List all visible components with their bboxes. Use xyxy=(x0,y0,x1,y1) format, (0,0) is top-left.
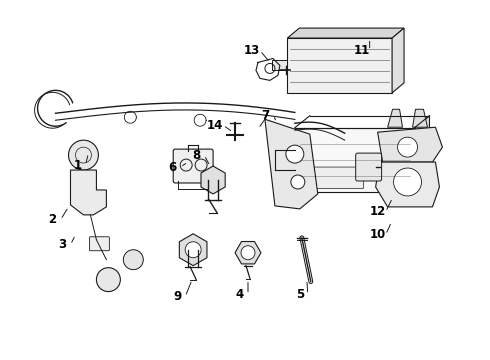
Text: 13: 13 xyxy=(244,44,260,57)
Circle shape xyxy=(286,145,304,163)
Polygon shape xyxy=(235,242,261,264)
FancyBboxPatch shape xyxy=(302,167,364,189)
Circle shape xyxy=(185,242,201,258)
Polygon shape xyxy=(287,38,392,93)
Polygon shape xyxy=(388,109,403,127)
Text: 11: 11 xyxy=(354,44,370,57)
Text: 3: 3 xyxy=(58,238,67,251)
Text: 7: 7 xyxy=(261,109,269,122)
Polygon shape xyxy=(201,166,225,194)
Polygon shape xyxy=(295,128,415,193)
Polygon shape xyxy=(272,60,287,71)
Text: 5: 5 xyxy=(296,288,304,301)
Polygon shape xyxy=(295,180,429,193)
Circle shape xyxy=(69,140,98,170)
Polygon shape xyxy=(265,119,318,209)
Polygon shape xyxy=(376,162,440,207)
Circle shape xyxy=(241,246,255,260)
Text: 9: 9 xyxy=(173,290,181,303)
Text: 4: 4 xyxy=(236,288,244,301)
Text: 6: 6 xyxy=(168,161,176,174)
Circle shape xyxy=(397,137,417,157)
Polygon shape xyxy=(415,116,429,193)
Circle shape xyxy=(393,168,421,196)
Text: 14: 14 xyxy=(207,119,223,132)
Polygon shape xyxy=(378,127,442,162)
Polygon shape xyxy=(413,109,427,127)
Polygon shape xyxy=(392,28,404,93)
FancyBboxPatch shape xyxy=(356,153,382,181)
Text: 2: 2 xyxy=(49,213,57,226)
Text: 12: 12 xyxy=(369,205,386,219)
Polygon shape xyxy=(179,234,207,266)
FancyBboxPatch shape xyxy=(90,237,109,251)
Polygon shape xyxy=(71,170,106,215)
Circle shape xyxy=(291,175,305,189)
Polygon shape xyxy=(287,28,404,38)
Text: 1: 1 xyxy=(74,158,81,172)
FancyBboxPatch shape xyxy=(173,149,213,183)
Text: 8: 8 xyxy=(192,149,200,162)
Text: 10: 10 xyxy=(369,228,386,241)
Circle shape xyxy=(123,250,143,270)
Circle shape xyxy=(97,268,121,292)
